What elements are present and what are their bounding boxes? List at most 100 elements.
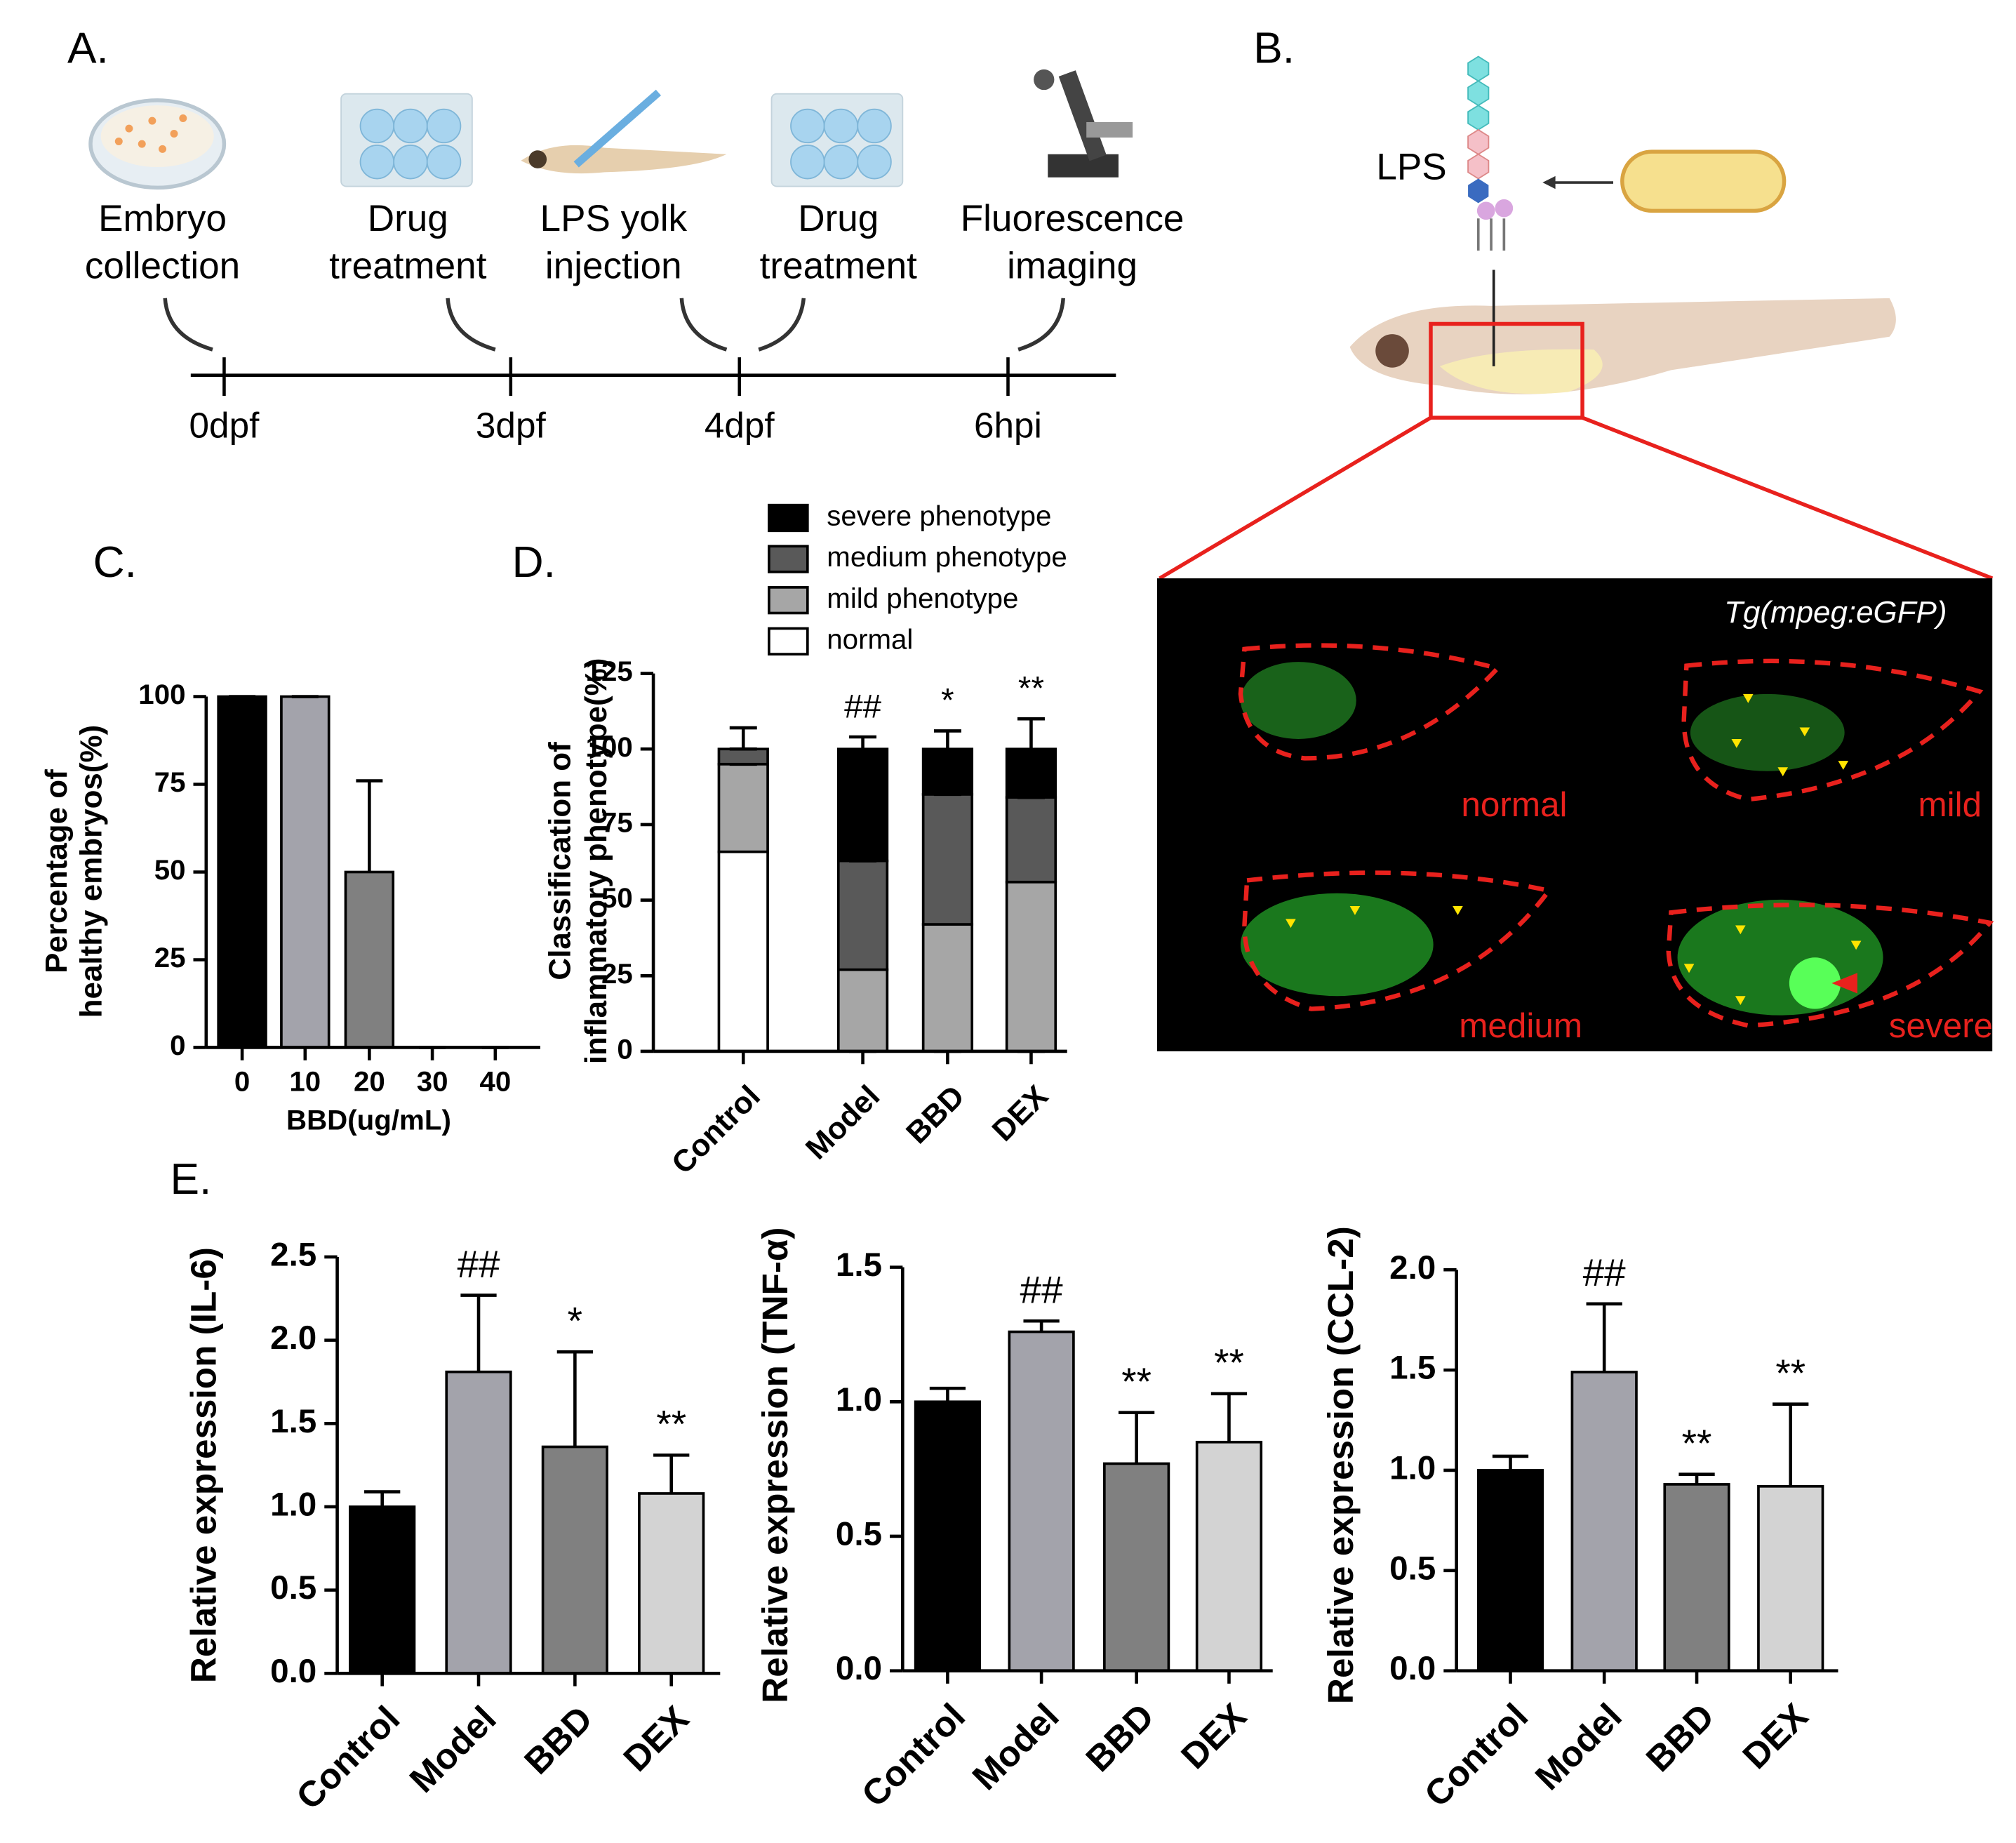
- x-tick-label: Control: [665, 1079, 767, 1180]
- phenotype-label: normal: [1461, 785, 1567, 824]
- significance-label: ##: [1583, 1251, 1627, 1294]
- x-tick-label: BBD: [900, 1079, 971, 1150]
- lps-schematic: [1159, 55, 1994, 580]
- step-label: injection: [545, 246, 682, 287]
- x-tick-label: Model: [965, 1696, 1067, 1797]
- x-tick-label: 0: [234, 1065, 250, 1097]
- y-tick-label: 0.0: [836, 1650, 882, 1687]
- bar: [638, 1492, 705, 1675]
- y-axis-label: Classification of: [543, 742, 578, 980]
- x-tick-label: Control: [1417, 1696, 1535, 1814]
- phenotype-label: mild: [1918, 785, 1982, 824]
- panel-label: E.: [171, 1155, 212, 1204]
- significance-label: **: [1214, 1340, 1244, 1384]
- bar-segment: [717, 747, 769, 766]
- bar-segment: [836, 859, 889, 971]
- y-axis-label: Percentage of: [39, 769, 74, 973]
- icons: [88, 69, 1133, 190]
- y-tick-label: 0.5: [1389, 1550, 1436, 1587]
- y-tick-label: 2.0: [1389, 1249, 1436, 1286]
- step-label: imaging: [1007, 246, 1137, 287]
- significance-label: *: [941, 682, 954, 719]
- bar: [541, 1445, 608, 1675]
- bar: [1195, 1440, 1263, 1672]
- x-tick-label: BBD: [1078, 1696, 1161, 1779]
- bar: [349, 1505, 416, 1675]
- x-axis-label: BBD(ug/mL): [286, 1104, 451, 1136]
- phenotype-label: medium: [1459, 1006, 1582, 1045]
- y-tick-label: 1.5: [1389, 1350, 1436, 1387]
- step-label: treatment: [760, 246, 918, 287]
- bar: [1103, 1462, 1170, 1672]
- x-tick-label: Control: [288, 1698, 407, 1817]
- panel-label: A.: [67, 25, 109, 73]
- step-label: Drug: [798, 198, 879, 239]
- y-tick-label: 0.0: [270, 1653, 316, 1690]
- y-tick-label: 0.0: [1389, 1650, 1436, 1687]
- bar: [1476, 1469, 1544, 1672]
- significance-label: *: [568, 1298, 582, 1342]
- panel-label: C.: [93, 538, 137, 587]
- y-tick-label: 0.5: [270, 1569, 316, 1606]
- bar: [1663, 1483, 1730, 1672]
- bar-segment: [921, 747, 974, 796]
- y-axis-label: inflammatory phenotype(%): [579, 658, 613, 1065]
- bar-segment: [1005, 796, 1057, 884]
- legend-label: normal: [827, 623, 913, 655]
- x-tick-label: DEX: [986, 1079, 1055, 1148]
- x-tick-label: DEX: [1173, 1696, 1254, 1776]
- bar: [344, 870, 395, 1049]
- phenotype-label: severe: [1889, 1006, 1993, 1045]
- bar: [1757, 1484, 1824, 1672]
- x-tick-label: BBD: [516, 1698, 600, 1782]
- x-tick-label: Model: [1528, 1696, 1629, 1797]
- y-tick-label: 125: [586, 656, 633, 687]
- legend-label: severe phenotype: [827, 500, 1051, 532]
- x-tick-label: DEX: [616, 1698, 697, 1779]
- y-tick-label: 75: [601, 807, 633, 839]
- bar: [1570, 1371, 1638, 1672]
- y-axis-label: healthy embryos(%): [74, 725, 108, 1018]
- significance-label: ##: [457, 1242, 500, 1286]
- x-tick-label: Model: [799, 1079, 886, 1166]
- timeline-tick-label: 4dpf: [705, 405, 775, 445]
- legend-swatch: [768, 627, 809, 656]
- x-tick-label: 10: [289, 1065, 321, 1097]
- y-axis-label: Relative expression (IL-6): [183, 1247, 223, 1683]
- x-tick-label: 20: [354, 1065, 385, 1097]
- y-tick-label: 0: [170, 1030, 185, 1061]
- arrows: [163, 298, 1065, 352]
- significance-label: ##: [844, 688, 881, 725]
- y-tick-label: 2.0: [270, 1319, 316, 1357]
- y-tick-label: 25: [601, 958, 633, 990]
- step-label: Drug: [368, 198, 448, 239]
- bar-segment: [836, 747, 889, 863]
- bar: [280, 695, 331, 1049]
- y-tick-label: 50: [601, 882, 633, 914]
- y-tick-label: 100: [586, 731, 633, 763]
- legend-swatch: [768, 503, 809, 533]
- step-label: Embryo: [98, 198, 227, 239]
- step-label: collection: [85, 246, 240, 287]
- y-tick-label: 1.0: [1389, 1450, 1436, 1487]
- image-title: Tg(mpeg:eGFP): [1724, 595, 1947, 630]
- significance-label: ##: [1020, 1268, 1064, 1312]
- bar-segment: [1005, 880, 1057, 1053]
- y-axis-label: Relative expression (TNF-α): [755, 1227, 795, 1703]
- bar-segment: [717, 762, 769, 853]
- bar: [445, 1370, 512, 1675]
- bar-segment: [717, 850, 769, 1053]
- x-tick-label: DEX: [1735, 1696, 1816, 1776]
- step-label: Fluorescence: [961, 198, 1184, 239]
- bar: [914, 1400, 982, 1672]
- y-tick-label: 75: [154, 766, 186, 798]
- bar: [217, 695, 267, 1049]
- panel-label: D.: [512, 538, 556, 587]
- bar-segment: [836, 968, 889, 1053]
- x-tick-label: BBD: [1638, 1696, 1722, 1779]
- significance-label: **: [1121, 1359, 1151, 1403]
- bar-segment: [921, 793, 974, 926]
- legend-label: medium phenotype: [827, 541, 1067, 573]
- y-tick-label: 0.5: [836, 1516, 882, 1553]
